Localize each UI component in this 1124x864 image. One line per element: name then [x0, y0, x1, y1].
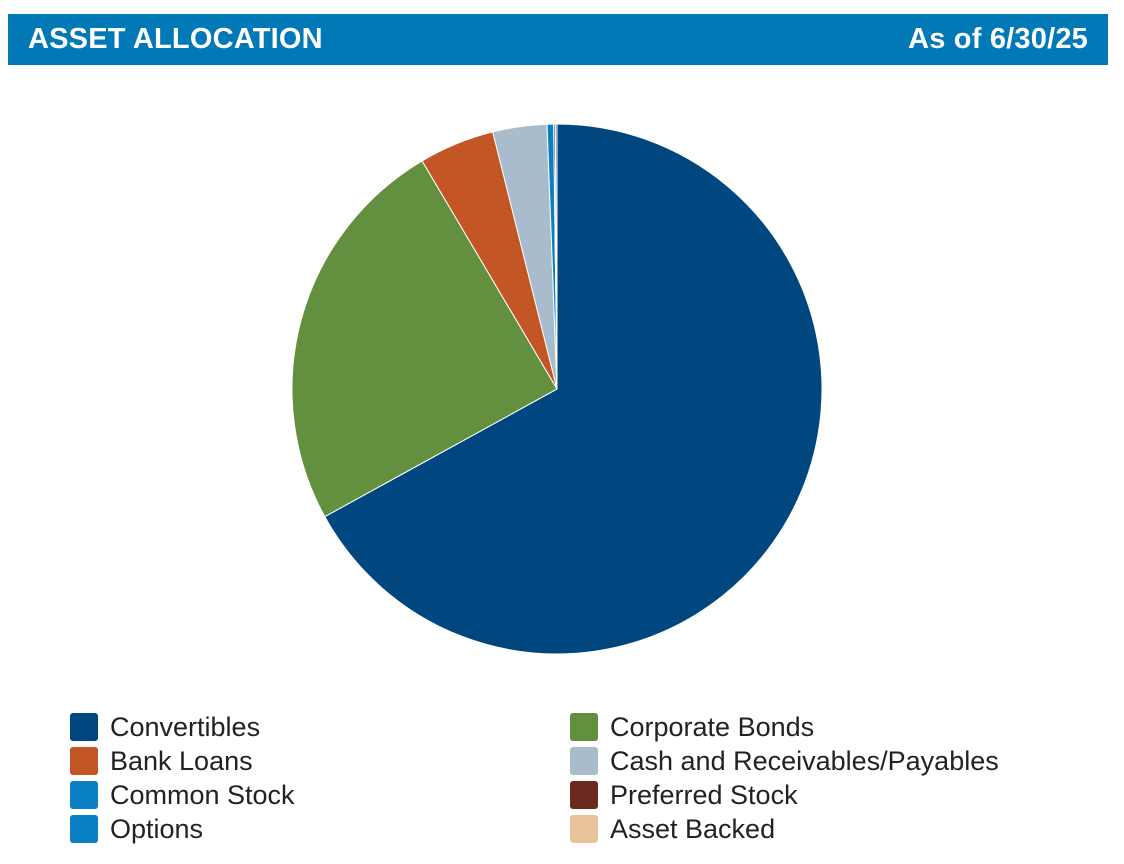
pie-slice-convertibles [324, 123, 823, 655]
pie-slice-options [554, 123, 558, 390]
chart-title: ASSET ALLOCATION [28, 23, 323, 55]
legend-swatch [570, 747, 598, 775]
pie-slice-corporate-bonds [291, 160, 558, 518]
legend-item: Corporate Bonds [570, 710, 814, 744]
as-of-date: As of 6/30/25 [908, 23, 1088, 55]
legend-label: Preferred Stock [610, 779, 798, 810]
legend-label: Bank Loans [110, 745, 253, 776]
legend-item: Asset Backed [570, 812, 775, 846]
legend-item: Convertibles [70, 710, 260, 744]
legend-item: Common Stock [70, 778, 295, 812]
legend-swatch [570, 781, 598, 809]
legend-item: Bank Loans [70, 744, 253, 778]
legend-label: Convertibles [110, 711, 261, 742]
legend-swatch [70, 747, 98, 775]
legend-item: Preferred Stock [570, 778, 798, 812]
legend-label: Corporate Bonds [610, 711, 815, 742]
pie-chart [291, 123, 823, 655]
legend-swatch [570, 713, 598, 741]
legend-item: Options [70, 812, 203, 846]
legend-label: Options [110, 813, 204, 844]
legend-label: Common Stock [110, 779, 295, 810]
legend-swatch [570, 815, 598, 843]
legend-swatch [70, 815, 98, 843]
legend-swatch [70, 713, 98, 741]
legend-label: Asset Backed [610, 813, 776, 844]
chart-header: ASSET ALLOCATION As of 6/30/25 [8, 14, 1108, 65]
legend-item: Cash and Receivables/Payables [570, 744, 999, 778]
legend-swatch [70, 781, 98, 809]
legend-label: Cash and Receivables/Payables [610, 745, 999, 776]
